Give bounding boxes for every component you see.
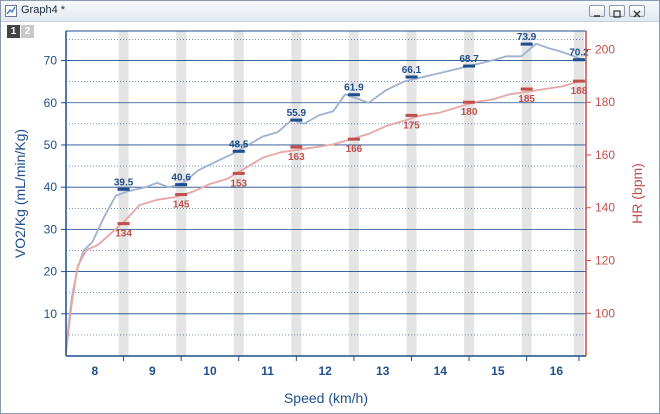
hr-data-label: 134 bbox=[115, 229, 132, 240]
close-button[interactable] bbox=[629, 5, 645, 18]
left-tick-label: 40 bbox=[44, 180, 58, 194]
right-tick-label: 100 bbox=[595, 306, 615, 320]
right-tick-label: 140 bbox=[595, 201, 615, 215]
vo2-data-label: 73.9 bbox=[517, 32, 537, 43]
axis-labels: Speed (km/h) VO2/Kg (mL/min/Kg) HR (bpm) bbox=[12, 129, 645, 406]
vo2-data-label: 66.1 bbox=[402, 65, 422, 76]
layer-tab-2[interactable]: 2 bbox=[21, 25, 34, 38]
speed-band bbox=[233, 31, 244, 356]
title-bar[interactable]: Graph4 * bbox=[1, 1, 659, 22]
x-tick-label: 16 bbox=[550, 364, 564, 378]
hr-data-label: 175 bbox=[403, 120, 420, 131]
window-title: Graph4 * bbox=[21, 4, 66, 16]
vo2-series-line bbox=[65, 42, 584, 348]
hr-data-label: 180 bbox=[461, 107, 478, 118]
hr-data-label: 145 bbox=[173, 200, 190, 211]
vo2-data-label: 61.9 bbox=[344, 83, 364, 94]
x-tick-label: 14 bbox=[434, 364, 448, 378]
x-tick-label: 15 bbox=[491, 364, 505, 378]
data-lines bbox=[65, 42, 584, 353]
left-axis-title: VO2/Kg (mL/min/Kg) bbox=[12, 129, 28, 258]
maximize-button[interactable] bbox=[609, 5, 625, 18]
vo2-data-label: 48.5 bbox=[229, 139, 249, 150]
x-tick-label: 9 bbox=[149, 364, 156, 378]
layer-tab-1[interactable]: 1 bbox=[7, 25, 20, 38]
left-tick-label: 70 bbox=[44, 54, 58, 68]
x-tick-label: 11 bbox=[261, 364, 274, 378]
graph-window-icon bbox=[5, 5, 17, 17]
x-axis-title: Speed (km/h) bbox=[284, 390, 368, 406]
close-icon bbox=[633, 10, 641, 18]
left-tick-label: 10 bbox=[44, 307, 58, 321]
speed-band bbox=[406, 31, 417, 356]
axes: 10 20 30 40 50 60 70 100 120 140 160 180 200 8 9 10 11 12… bbox=[44, 30, 615, 378]
x-tick-label: 8 bbox=[91, 364, 98, 378]
vo2-data-label: 55.9 bbox=[287, 108, 307, 119]
x-tick-label: 12 bbox=[318, 364, 332, 378]
hr-data-label: 188 bbox=[571, 86, 588, 97]
grid-lines bbox=[66, 39, 586, 336]
maximize-icon bbox=[613, 10, 621, 18]
x-tick-label: 13 bbox=[376, 364, 390, 378]
left-tick-label: 60 bbox=[44, 96, 58, 110]
vo2-data-label: 68.7 bbox=[459, 54, 479, 65]
hr-data-label: 163 bbox=[288, 152, 305, 163]
hr-data-label: 185 bbox=[518, 94, 535, 105]
speed-band bbox=[348, 31, 359, 356]
x-tick-label: 10 bbox=[203, 364, 217, 378]
left-tick-label: 50 bbox=[44, 138, 58, 152]
vo2-data-label: 70.2 bbox=[569, 48, 589, 59]
right-tick-label: 200 bbox=[595, 42, 615, 56]
right-tick-label: 160 bbox=[595, 148, 615, 162]
annotation-marks: 39.5 40.6 48.5 55.9 61.9 66.1 68.7 73.9 70.2 134 1… bbox=[114, 32, 589, 239]
left-tick-label: 20 bbox=[44, 265, 58, 279]
minimize-button[interactable] bbox=[589, 5, 605, 17]
chart: 39.5 40.648.555.961.966.168.773.970.21341… bbox=[12, 30, 645, 406]
vo2-data-label: 39.5 bbox=[114, 177, 134, 188]
left-tick-label: 30 bbox=[44, 222, 58, 236]
speed-band bbox=[464, 31, 475, 356]
right-axis-title: HR (bpm) bbox=[629, 163, 645, 224]
speed-band bbox=[291, 31, 302, 356]
right-tick-label: 180 bbox=[595, 95, 615, 109]
hr-data-label: 153 bbox=[230, 178, 247, 189]
right-tick-label: 120 bbox=[595, 254, 615, 268]
speed-band bbox=[521, 31, 532, 356]
vo2-data-label: 40.6 bbox=[171, 173, 191, 184]
hr-data-label: 166 bbox=[346, 144, 363, 155]
speed-band bbox=[573, 31, 584, 356]
minimize-icon bbox=[594, 15, 600, 17]
hr-series-line bbox=[65, 80, 581, 353]
